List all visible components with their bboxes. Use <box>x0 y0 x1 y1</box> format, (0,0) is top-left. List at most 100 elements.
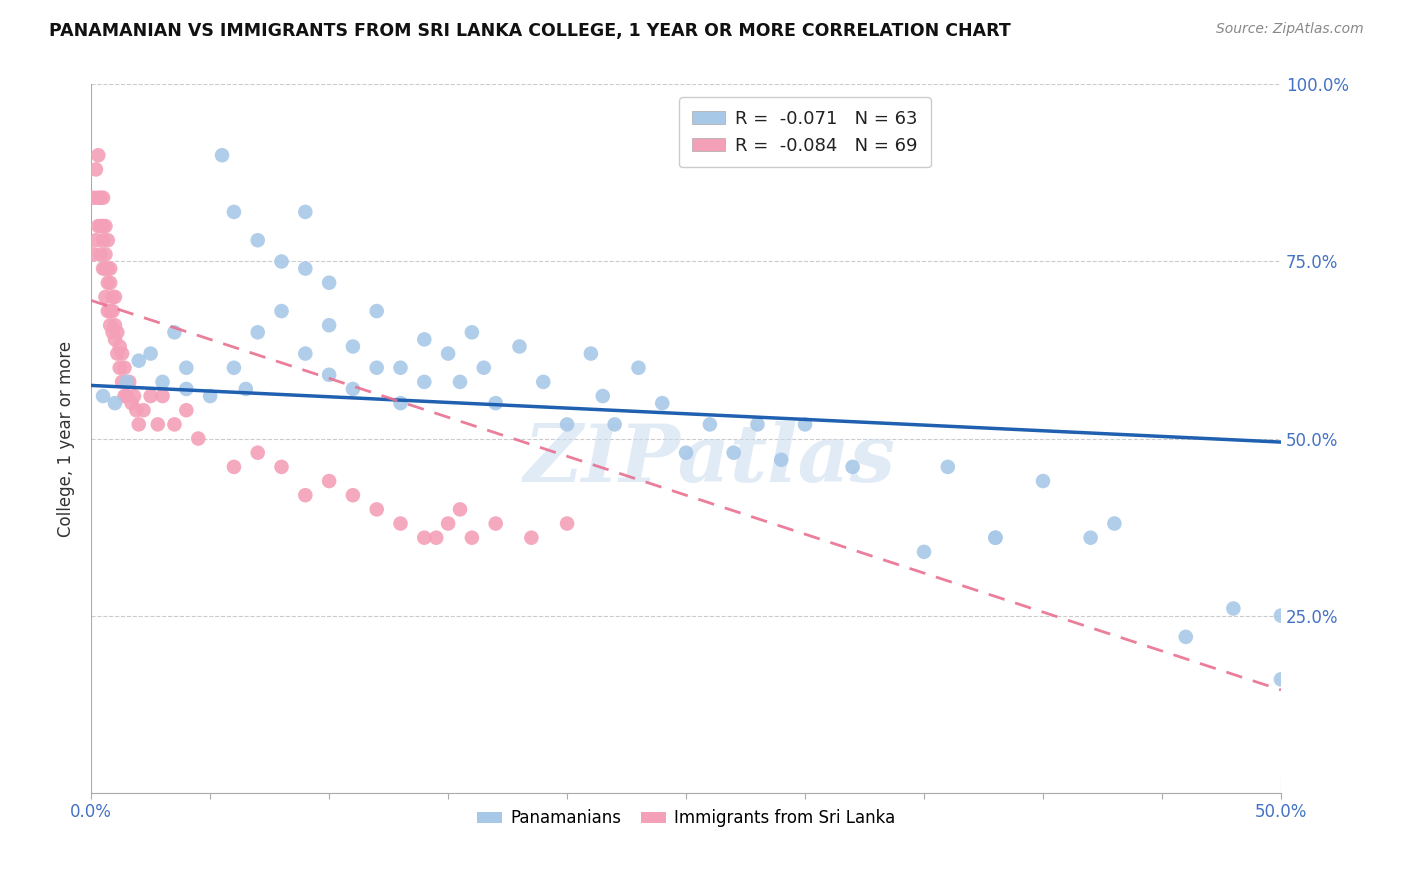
Point <box>94 219 117 233</box>
Point <box>98 318 121 333</box>
Point <box>139 346 162 360</box>
Text: Source: ZipAtlas.com: Source: ZipAtlas.com <box>1216 22 1364 37</box>
Point <box>389 396 412 410</box>
Point <box>105 326 128 340</box>
Point <box>104 290 127 304</box>
Point <box>91 261 114 276</box>
Point <box>425 531 447 545</box>
Point <box>84 162 107 177</box>
Point <box>699 417 721 432</box>
Point <box>83 191 105 205</box>
Point <box>449 375 471 389</box>
Point <box>747 417 769 432</box>
Point <box>485 516 508 531</box>
Point <box>294 488 316 502</box>
Point <box>318 368 340 382</box>
Point <box>115 389 138 403</box>
Point <box>366 502 388 516</box>
Point <box>108 360 131 375</box>
Point <box>603 417 626 432</box>
Point <box>176 382 198 396</box>
Point <box>270 304 292 318</box>
Point <box>91 191 114 205</box>
Text: PANAMANIAN VS IMMIGRANTS FROM SRI LANKA COLLEGE, 1 YEAR OR MORE CORRELATION CHAR: PANAMANIAN VS IMMIGRANTS FROM SRI LANKA … <box>49 22 1011 40</box>
Point <box>794 417 817 432</box>
Point <box>146 417 169 432</box>
Point <box>437 346 460 360</box>
Point <box>108 339 131 353</box>
Point <box>651 396 673 410</box>
Point <box>485 396 508 410</box>
Point <box>198 389 221 403</box>
Point <box>461 531 484 545</box>
Point <box>294 261 316 276</box>
Point <box>294 346 316 360</box>
Point <box>98 261 121 276</box>
Point <box>413 375 436 389</box>
Point <box>94 247 117 261</box>
Point <box>413 531 436 545</box>
Point <box>342 382 364 396</box>
Point <box>163 326 186 340</box>
Point <box>246 326 269 340</box>
Point <box>125 403 148 417</box>
Point <box>984 531 1007 545</box>
Point <box>723 446 745 460</box>
Point <box>87 219 110 233</box>
Point <box>579 346 602 360</box>
Point <box>98 304 121 318</box>
Point <box>222 360 245 375</box>
Point <box>98 276 121 290</box>
Point <box>461 326 484 340</box>
Point <box>389 516 412 531</box>
Point <box>936 459 959 474</box>
Point <box>90 191 112 205</box>
Point <box>91 389 114 403</box>
Point <box>90 219 112 233</box>
Point <box>627 360 650 375</box>
Point <box>97 261 120 276</box>
Point <box>97 276 120 290</box>
Point <box>94 290 117 304</box>
Point <box>222 205 245 219</box>
Point <box>91 233 114 247</box>
Point <box>555 516 578 531</box>
Point <box>675 446 697 460</box>
Point <box>176 403 198 417</box>
Point <box>531 375 554 389</box>
Text: ZIPatlas: ZIPatlas <box>524 421 896 499</box>
Point <box>342 339 364 353</box>
Point <box>91 219 114 233</box>
Point <box>115 375 138 389</box>
Point <box>152 375 174 389</box>
Point <box>114 389 136 403</box>
Point <box>1032 474 1054 488</box>
Point <box>366 304 388 318</box>
Point <box>318 474 340 488</box>
Point <box>122 389 145 403</box>
Point <box>342 488 364 502</box>
Point <box>84 233 107 247</box>
Point <box>114 360 136 375</box>
Point <box>318 318 340 333</box>
Point <box>211 148 233 162</box>
Point <box>366 360 388 375</box>
Point <box>413 332 436 346</box>
Point <box>163 417 186 432</box>
Point <box>94 261 117 276</box>
Point <box>294 205 316 219</box>
Point <box>87 191 110 205</box>
Point <box>449 502 471 516</box>
Point <box>555 417 578 432</box>
Point <box>152 389 174 403</box>
Point <box>520 531 543 545</box>
Point <box>121 396 143 410</box>
Point <box>270 254 292 268</box>
Point <box>984 531 1007 545</box>
Point <box>1104 516 1126 531</box>
Point <box>1080 531 1102 545</box>
Point <box>841 459 863 474</box>
Point <box>132 403 155 417</box>
Point <box>592 389 614 403</box>
Point <box>104 318 127 333</box>
